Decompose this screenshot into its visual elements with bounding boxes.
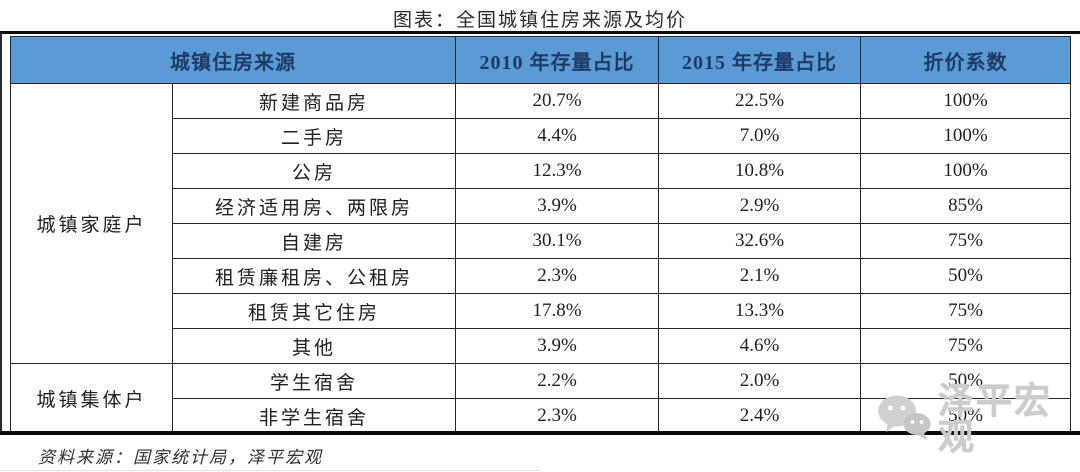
table-row: 其他 3.9% 4.6% 75% xyxy=(11,328,1071,364)
share-2010-cell: 2.3% xyxy=(455,258,659,294)
table-row: 自建房 30.1% 32.6% 75% xyxy=(11,223,1071,259)
bottom-rule xyxy=(0,431,1080,435)
group-cell-collective-households: 城镇集体户 xyxy=(10,363,173,434)
table-row: 二手房 4.4% 7.0% 100% xyxy=(11,118,1071,154)
share-2015-cell: 10.8% xyxy=(658,153,861,189)
share-2010-cell: 20.7% xyxy=(455,83,659,119)
housing-source-table: 城镇住房来源 2010 年存量占比 2015 年存量占比 折价系数 城镇家庭户 … xyxy=(10,36,1071,434)
housing-type-cell: 租赁廉租房、公租房 xyxy=(172,258,456,294)
table-row: 经济适用房、两限房 3.9% 2.9% 85% xyxy=(11,188,1071,224)
table-row: 租赁其它住房 17.8% 13.3% 75% xyxy=(11,293,1071,329)
share-2010-cell: 4.4% xyxy=(455,118,659,154)
share-2015-cell: 4.6% xyxy=(658,328,861,364)
discount-cell: 75% xyxy=(860,223,1071,259)
discount-cell: 75% xyxy=(860,293,1071,329)
share-2015-cell: 2.9% xyxy=(658,188,861,224)
discount-cell: 100% xyxy=(860,118,1071,154)
housing-type-cell: 新建商品房 xyxy=(172,83,456,119)
column-header-discount: 折价系数 xyxy=(860,36,1071,84)
housing-type-cell: 学生宿舍 xyxy=(172,363,456,399)
discount-cell: 75% xyxy=(860,328,1071,364)
group-cell-family-households: 城镇家庭户 xyxy=(10,83,173,364)
column-header-source: 城镇住房来源 xyxy=(10,36,456,84)
housing-type-cell: 二手房 xyxy=(172,118,456,154)
discount-cell: 50% xyxy=(860,398,1071,434)
housing-type-cell: 经济适用房、两限房 xyxy=(172,188,456,224)
discount-cell: 50% xyxy=(860,258,1071,294)
share-2015-cell: 32.6% xyxy=(658,223,861,259)
housing-type-cell: 公房 xyxy=(172,153,456,189)
figure-title: 图表：全国城镇住房来源及均价 xyxy=(392,10,687,31)
share-2015-cell: 13.3% xyxy=(658,293,861,329)
housing-type-cell: 租赁其它住房 xyxy=(172,293,456,329)
table-row: 租赁廉租房、公租房 2.3% 2.1% 50% xyxy=(11,258,1071,294)
discount-cell: 85% xyxy=(860,188,1071,224)
column-header-2010: 2010 年存量占比 xyxy=(455,36,659,84)
header-row: 城镇住房来源 2010 年存量占比 2015 年存量占比 折价系数 xyxy=(10,36,1071,84)
share-2010-cell: 17.8% xyxy=(455,293,659,329)
share-2015-cell: 2.0% xyxy=(658,363,861,399)
share-2015-cell: 22.5% xyxy=(658,83,861,119)
share-2010-cell: 3.9% xyxy=(455,328,659,364)
discount-cell: 50% xyxy=(860,363,1071,399)
housing-type-cell: 自建房 xyxy=(172,223,456,259)
discount-cell: 100% xyxy=(860,83,1071,119)
bottom-hairline xyxy=(0,470,540,471)
housing-type-cell: 非学生宿舍 xyxy=(172,398,456,434)
share-2015-cell: 7.0% xyxy=(658,118,861,154)
table-row: 城镇家庭户 新建商品房 20.7% 22.5% 100% xyxy=(10,83,1071,364)
share-2010-cell: 2.2% xyxy=(455,363,659,399)
share-2010-cell: 3.9% xyxy=(455,188,659,224)
left-edge-line xyxy=(0,33,2,432)
table-row: 城镇集体户 学生宿舍 2.2% 2.0% 50% xyxy=(10,363,1071,434)
share-2010-cell: 30.1% xyxy=(455,223,659,259)
share-2015-cell: 2.1% xyxy=(658,258,861,294)
share-2010-cell: 2.3% xyxy=(455,398,659,434)
housing-type-cell: 其他 xyxy=(172,328,456,364)
share-2010-cell: 12.3% xyxy=(455,153,659,189)
table-row: 公房 12.3% 10.8% 100% xyxy=(11,153,1071,189)
top-rule xyxy=(0,31,1080,34)
column-header-2015: 2015 年存量占比 xyxy=(658,36,861,84)
discount-cell: 100% xyxy=(860,153,1071,189)
source-note: 资料来源：国家统计局，泽平宏观 xyxy=(38,448,323,467)
share-2015-cell: 2.4% xyxy=(658,398,861,434)
